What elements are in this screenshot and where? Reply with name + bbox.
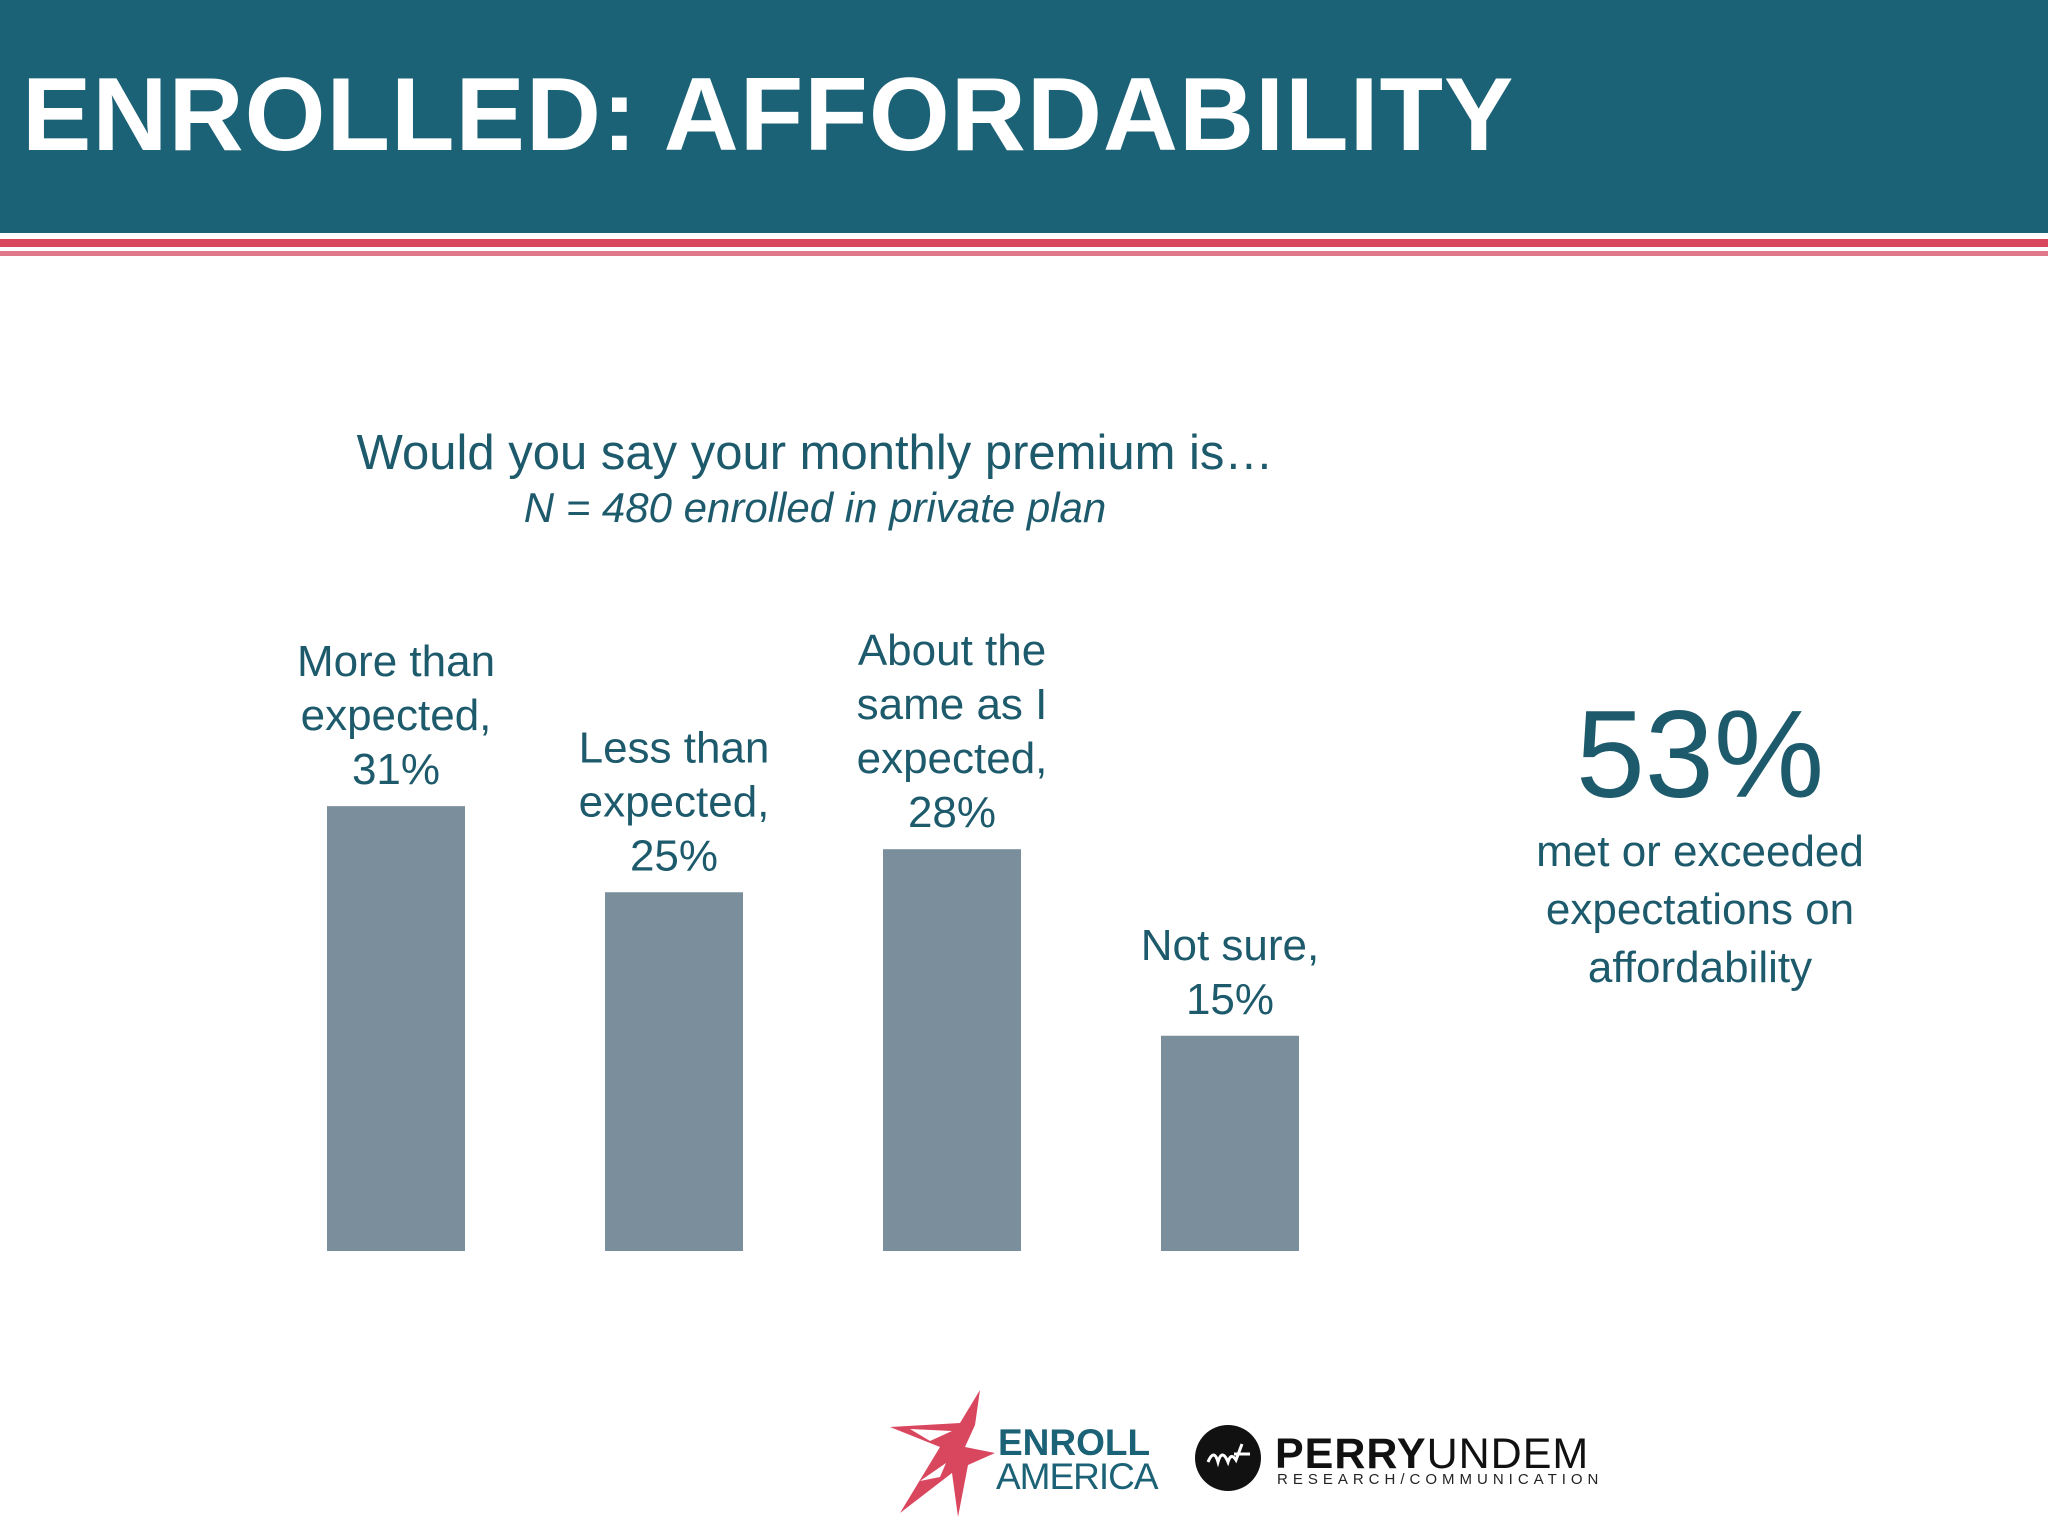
bar-label: expected, — [301, 691, 492, 740]
bar-label: Less than — [579, 723, 770, 772]
bar-labels-group: More than expected, 31% Less than expected, 2… — [297, 626, 1319, 1024]
chart-subtitle: N = 480 enrolled in private plan — [523, 484, 1107, 531]
bar-label: same as I — [857, 680, 1048, 729]
bar-label: Not sure, — [1141, 921, 1320, 970]
bar-label: 25% — [630, 831, 718, 880]
enroll-logo-line2: AMERICA — [996, 1456, 1159, 1497]
perryundem-light: UNDEM — [1426, 1430, 1590, 1478]
page-title: ENROLLED: AFFORDABILITY — [22, 57, 1515, 173]
summary-stat-line: met or exceeded — [1536, 827, 1864, 876]
bar-label: 28% — [908, 788, 996, 837]
bar — [605, 892, 743, 1251]
perryundem-logo-icon — [1195, 1425, 1261, 1491]
bar — [1161, 1035, 1299, 1251]
header-banner: ENROLLED: AFFORDABILITY — [0, 0, 2048, 233]
divider-white — [0, 233, 2048, 239]
summary-stat-value: 53% — [1575, 686, 1825, 824]
bar — [883, 849, 1021, 1251]
perryundem-logo-text: PERRYUNDEM — [1275, 1432, 1589, 1476]
bars-group — [327, 806, 1299, 1251]
chart-question: Would you say your monthly premium is… — [356, 426, 1274, 480]
perryundem-tagline: RESEARCH/COMMUNICATION — [1277, 1471, 1604, 1488]
bar-label: 31% — [352, 745, 440, 794]
divider-red-thin — [0, 251, 2048, 256]
divider-red — [0, 239, 2048, 247]
perryundem-bold: PERRY — [1275, 1430, 1427, 1478]
summary-stat-line: affordability — [1587, 943, 1813, 992]
bar-label: More than — [297, 637, 495, 686]
enroll-america-star-icon — [890, 1390, 995, 1517]
enroll-logo-line1: ENROLL — [998, 1422, 1151, 1463]
bar-label: About the — [858, 626, 1046, 675]
bar-label: expected, — [857, 734, 1048, 783]
bar-label: 15% — [1186, 975, 1274, 1024]
bar-chart: More than expected, 31% Less than expected, 2… — [297, 626, 1319, 1251]
summary-stat-line: expectations on — [1545, 885, 1855, 934]
bar — [327, 806, 465, 1251]
bar-label: expected, — [579, 777, 770, 826]
summary-stat-text: met or exceeded expectations on affordab… — [1450, 823, 1950, 997]
